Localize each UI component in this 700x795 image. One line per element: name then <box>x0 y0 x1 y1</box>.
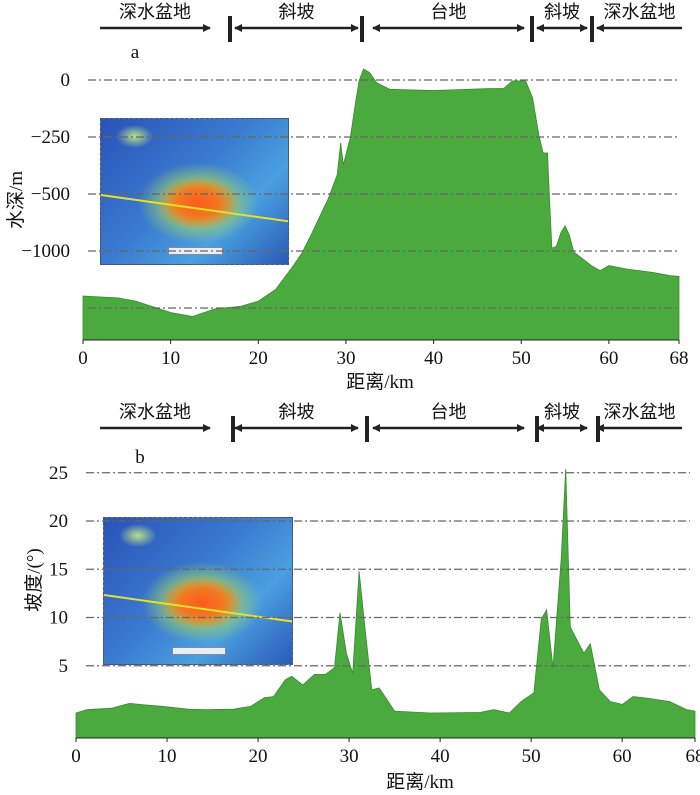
x-tick-label: 30 <box>336 348 355 369</box>
y-tick-label: 0 <box>61 70 71 91</box>
zone-label: 斜坡 <box>544 402 580 422</box>
x-axis-title: 距离/km <box>346 371 414 393</box>
x-tick-label: 20 <box>249 348 268 369</box>
y-tick-label: −1000 <box>21 241 70 262</box>
y-tick-label: 10 <box>49 608 68 629</box>
inset-map-b <box>103 517 293 665</box>
x-tick-label: 0 <box>71 746 81 767</box>
zone-label: 斜坡 <box>279 402 315 422</box>
zone-label: 深水盆地 <box>604 402 676 422</box>
y-tick-label: 15 <box>49 559 68 580</box>
y-tick-label: 5 <box>59 656 69 677</box>
zone-label: 深水盆地 <box>119 2 191 22</box>
y-tick-label: −500 <box>31 184 70 205</box>
zone-label: 斜坡 <box>279 2 315 22</box>
x-axis-title: 距离/km <box>386 771 454 793</box>
x-tick-label: 60 <box>599 348 618 369</box>
panel-label: b <box>135 447 145 468</box>
x-tick-label: 10 <box>158 746 177 767</box>
x-tick-label: 68 <box>686 746 700 767</box>
data-area-水深 <box>82 68 680 341</box>
scale-bar <box>171 647 227 656</box>
zone-label: 台地 <box>431 2 467 22</box>
y-axis-title: 坡度/(°) <box>23 548 45 612</box>
x-tick-label: 30 <box>340 746 359 767</box>
x-tick-label: 10 <box>161 348 180 369</box>
x-tick-label: 60 <box>613 746 632 767</box>
x-tick-label: 40 <box>431 746 450 767</box>
panel-b: 深水盆地 斜坡 台地 斜坡 深水盆地 b 5 10 15 20 25 0 10 20 30 40 50 60 68 距… <box>23 402 700 793</box>
panel-a: 深水盆地 斜坡 台地 斜坡 深水盆地 a 0 −250 −500 −1000 0 10 20 30 40 50… <box>5 2 689 393</box>
panel-label: a <box>131 42 140 63</box>
y-tick-label: 20 <box>49 511 68 532</box>
x-tick-label: 20 <box>249 746 268 767</box>
data-area-坡度 <box>75 468 696 739</box>
zone-label: 台地 <box>431 402 467 422</box>
x-tick-label: 40 <box>424 348 443 369</box>
y-tick-label: −250 <box>31 127 70 148</box>
y-axis-title: 水深/m <box>5 171 27 229</box>
zone-label: 深水盆地 <box>604 2 676 22</box>
y-tick-label: 25 <box>49 463 68 484</box>
zone-label: 深水盆地 <box>119 402 191 422</box>
x-tick-label: 50 <box>512 348 531 369</box>
x-tick-label: 0 <box>78 348 88 369</box>
x-tick-label: 50 <box>522 746 541 767</box>
x-tick-label: 68 <box>670 348 689 369</box>
zone-label: 斜坡 <box>544 2 580 22</box>
